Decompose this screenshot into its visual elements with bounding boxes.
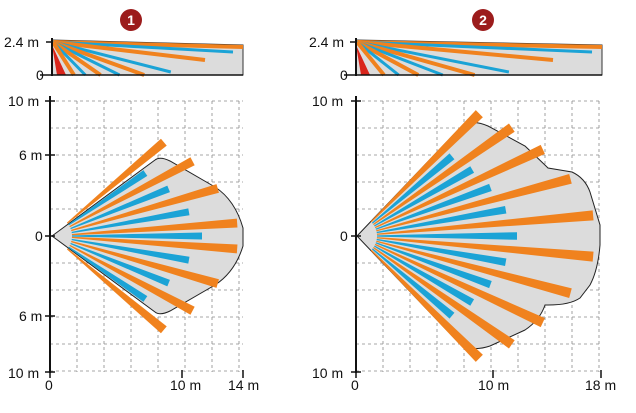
- panel-1-y-bottom: 10 m: [8, 365, 39, 381]
- orange-beam: [370, 249, 483, 362]
- orange-side-beam: [51, 40, 102, 77]
- panel-1-x-mid: 10 m: [170, 377, 201, 393]
- panel-1-zero-label: 0: [36, 67, 44, 83]
- svg-text:2: 2: [479, 12, 487, 28]
- orange-beam: [71, 240, 219, 288]
- orange-side-beam: [52, 40, 206, 62]
- blue-beam: [68, 170, 148, 226]
- panel-1-y-lower: 6 m: [19, 308, 42, 324]
- red-sector-icon: [356, 45, 370, 75]
- orange-beam: [374, 243, 545, 328]
- blue-beam: [375, 183, 492, 230]
- blue-beam: [71, 208, 190, 234]
- blue-beam: [371, 248, 455, 319]
- panel-2-zero-label: 0: [340, 67, 348, 83]
- orange-beam: [66, 138, 167, 224]
- blue-beam: [70, 242, 170, 287]
- orange-beam: [71, 218, 238, 236]
- orange-side-beam: [51, 40, 76, 77]
- panel-1-x-end: 14 m: [228, 377, 259, 393]
- panel-2-y-top: 10 m: [312, 93, 343, 109]
- orange-beam: [376, 173, 572, 232]
- orange-beam: [376, 240, 572, 299]
- panel-2-badge: 2: [472, 9, 494, 31]
- blue-beam: [68, 246, 148, 302]
- orange-beam: [69, 244, 195, 315]
- orange-beam: [370, 110, 483, 223]
- orange-beam: [71, 184, 219, 232]
- panel-2: 2 2.4 m 0 10 m 0 10 m 0 10 m 18 m: [309, 9, 616, 393]
- panel-2-x-origin: 0: [351, 377, 359, 393]
- panel-2-height-label: 2.4 m: [309, 34, 344, 50]
- panel-1-x-origin: 0: [45, 377, 53, 393]
- panel-1-y-top: 10 m: [8, 93, 39, 109]
- orange-beam: [373, 123, 515, 226]
- svg-text:1: 1: [127, 12, 135, 28]
- panel-2-y-bottom: 10 m: [312, 365, 343, 381]
- blue-beam: [70, 185, 170, 230]
- panel-2-beams: [370, 110, 594, 362]
- blue-beam: [376, 238, 507, 266]
- blue-beam: [374, 245, 475, 306]
- blue-beam: [71, 238, 190, 264]
- panel-1-badge: 1: [120, 9, 142, 31]
- blue-beam: [376, 206, 507, 234]
- panel-1-side-view: 2.4 m 0: [4, 34, 244, 83]
- panel-2-x-mid: 10 m: [478, 377, 509, 393]
- orange-side-beam: [355, 40, 386, 77]
- orange-beam: [69, 157, 195, 228]
- panel-2-side-view: 2.4 m 0: [309, 34, 603, 83]
- red-sector-icon: [52, 45, 66, 75]
- panel-1-y-mid: 0: [35, 228, 43, 244]
- blue-beam: [374, 166, 475, 227]
- orange-side-beam: [52, 40, 145, 77]
- panel-1: 1 2.4 m 0 10 m 6 m 0: [4, 9, 259, 393]
- blue-beam: [375, 242, 492, 289]
- blue-beam: [377, 232, 517, 240]
- blue-beam: [371, 153, 455, 224]
- panel-1-y-upper: 6 m: [19, 147, 42, 163]
- orange-beam: [374, 144, 545, 229]
- orange-beam: [66, 248, 167, 334]
- blue-beam: [72, 232, 202, 240]
- panel-2-y-mid: 0: [340, 228, 348, 244]
- orange-beam: [376, 237, 594, 262]
- orange-side-beam: [356, 40, 420, 77]
- orange-beam: [71, 236, 238, 254]
- panel-1-height-label: 2.4 m: [4, 34, 39, 50]
- orange-beam: [376, 210, 594, 235]
- orange-side-beam: [356, 40, 476, 77]
- blue-side-beam: [356, 40, 510, 74]
- orange-beam: [373, 246, 515, 349]
- orange-side-beam: [356, 40, 554, 62]
- panel-1-beams: [66, 138, 238, 334]
- panel-2-x-end: 18 m: [585, 377, 616, 393]
